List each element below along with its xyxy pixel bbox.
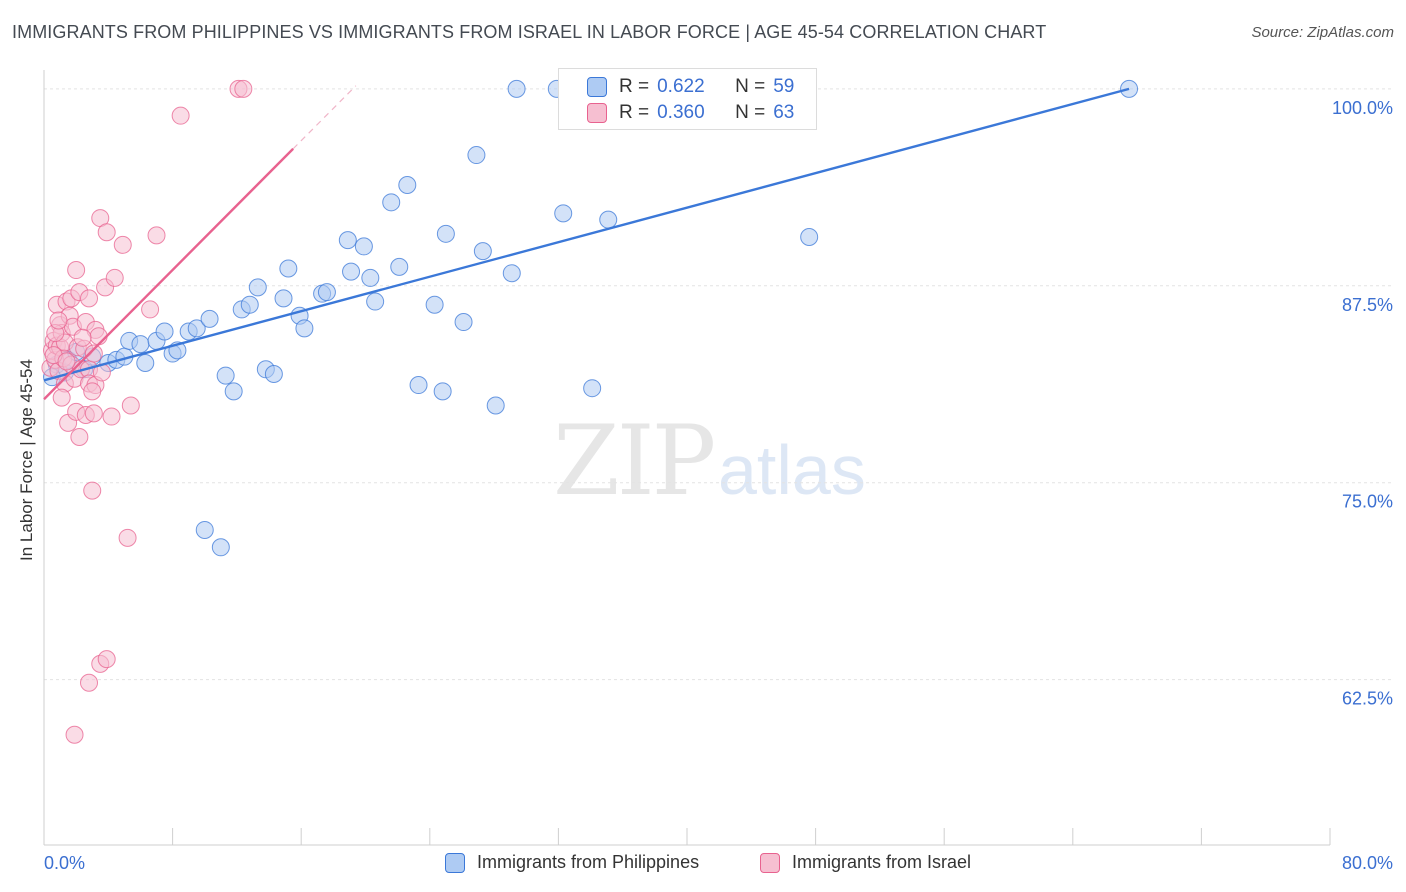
point-philippines [248,278,267,297]
point-israel [83,481,102,500]
point-philippines [599,210,618,229]
point-philippines [131,335,150,354]
point-israel [65,725,84,744]
point-israel [105,268,124,287]
point-philippines [317,283,336,302]
correlation-legend: R = 0.622 N = 59 R = 0.360 N = 63 [558,68,817,130]
blue-swatch [587,77,607,97]
point-philippines [211,538,230,557]
point-philippines [433,382,452,401]
n-label: N = [735,102,766,123]
point-philippines [342,262,361,281]
point-philippines [436,224,455,243]
point-israel [171,106,190,125]
watermark-atlas: atlas [718,431,866,509]
corr-row-israel: R = 0.360 N = 63 [619,100,794,126]
pink-swatch [587,103,607,123]
point-israel [118,528,137,547]
point-philippines [398,175,417,194]
point-philippines [295,319,314,338]
point-philippines [800,227,819,246]
point-israel [49,311,68,330]
point-israel [70,428,89,447]
point-philippines [361,268,380,287]
n-value: 59 [773,76,795,97]
point-philippines [366,292,385,311]
point-israel [83,382,102,401]
point-philippines [554,204,573,223]
legend-item-israel[interactable]: Immigrants from Israel [760,852,971,873]
y-tick-label: 100.0% [1332,98,1393,118]
y-axis-label: In Labor Force | Age 45-54 [17,359,36,561]
point-philippines [195,520,214,539]
trendline-israel [43,147,295,401]
point-israel [102,407,121,426]
point-israel [80,289,99,308]
point-philippines [583,379,602,398]
y-tick-label: 87.5% [1342,295,1393,315]
bottom-legend: Immigrants from Philippines Immigrants f… [0,852,1406,876]
trendline-philippines [43,87,1130,382]
point-israel [84,344,103,363]
point-philippines [279,259,298,278]
point-philippines [486,396,505,415]
point-israel [84,404,103,423]
y-tick-label: 75.0% [1342,492,1393,512]
point-israel [73,328,92,347]
legend-item-philippines[interactable]: Immigrants from Philippines [445,852,699,873]
corr-row-philippines: R = 0.622 N = 59 [619,74,794,100]
point-philippines [473,242,492,261]
point-philippines [224,382,243,401]
point-philippines [454,313,473,332]
point-philippines [354,237,373,256]
point-philippines [200,309,219,328]
r-label: R = [619,102,650,123]
point-philippines [274,289,293,308]
point-philippines [390,257,409,276]
n-value: 63 [773,102,795,123]
point-israel [89,327,108,346]
watermark-zip: ZIP [553,405,716,517]
point-philippines [136,353,155,372]
point-philippines [507,79,526,98]
legend-swatch-pink [760,852,780,873]
point-philippines [264,365,283,384]
point-israel [141,300,160,319]
point-israel [234,79,253,98]
point-philippines [338,231,357,250]
r-value: 0.360 [657,102,705,123]
point-philippines [216,366,235,385]
legend-label: Immigrants from Philippines [477,852,700,872]
n-label: N = [735,76,766,97]
trendline-israel-extension [292,85,357,150]
point-philippines [240,295,259,314]
point-philippines [467,146,486,165]
point-israel [121,396,140,415]
point-israel [97,223,116,242]
point-israel [52,388,71,407]
point-philippines [502,264,521,283]
r-value: 0.622 [657,76,705,97]
legend-swatch-blue [445,852,465,873]
point-israel [80,673,99,692]
r-label: R = [619,76,650,97]
point-philippines [187,319,206,338]
point-philippines [409,376,428,395]
legend-label: Immigrants from Israel [792,852,972,872]
chart-title: IMMIGRANTS FROM PHILIPPINES VS IMMIGRANT… [12,22,1047,42]
point-philippines [155,322,174,341]
source-credit: Source: ZipAtlas.com [1251,24,1394,41]
point-israel [67,261,86,280]
point-israel [147,226,166,245]
point-philippines [382,193,401,212]
point-israel [113,235,132,254]
x-tick-label: 80.0% [1342,853,1393,873]
point-israel [57,352,76,371]
y-tick-label: 62.5% [1342,689,1393,709]
point-philippines [425,295,444,314]
x-tick-label: 0.0% [44,853,85,873]
point-israel [97,650,116,669]
